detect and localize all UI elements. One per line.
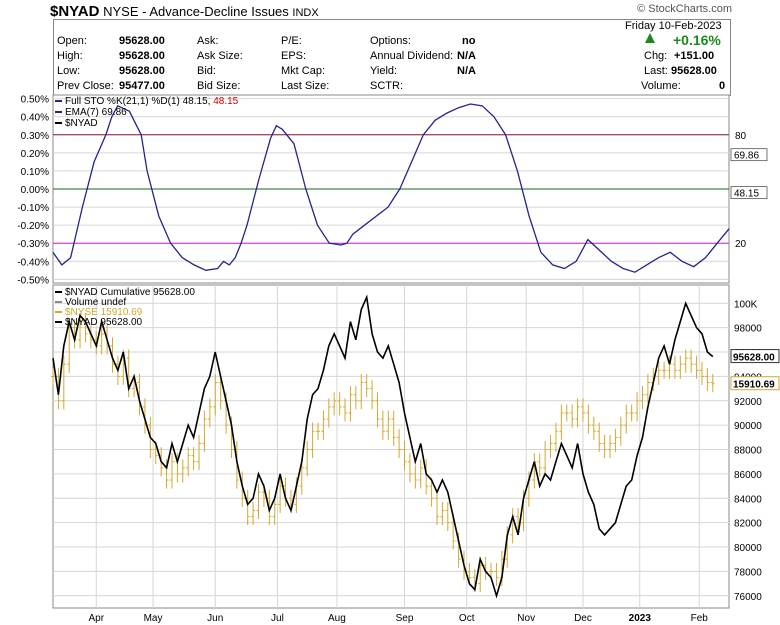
x-tick-label: Aug <box>328 613 346 624</box>
legend-label: Volume undef <box>65 297 126 308</box>
quote-label: Last Size: <box>281 80 330 92</box>
x-tick-label: Oct <box>459 613 475 624</box>
last-value-box <box>730 148 768 162</box>
symbol: $NYAD <box>50 3 100 20</box>
quote-value: 95628.00 <box>119 65 165 77</box>
x-tick-label: May <box>144 613 163 624</box>
quote-value: no <box>462 35 476 47</box>
quote-label: Bid: <box>197 65 216 77</box>
quote-label: Ask Size: <box>197 50 243 62</box>
up-arrow-icon <box>644 32 656 47</box>
quote-panel: Open: 95628.00 High: 95628.00 Low: 95628… <box>53 19 731 96</box>
legend-label: Full STO %K(21,1) %D(1) 48.15, 48.15 <box>65 96 239 107</box>
cumulative-panel: 100K980009600094000920009000088000860008… <box>51 284 780 624</box>
quote-value: +151.00 <box>674 50 715 62</box>
quote-label: Annual Dividend: <box>370 50 454 62</box>
last-value-box <box>730 186 768 200</box>
last-value-label: 15910.69 <box>733 380 775 391</box>
panel-frame <box>52 284 730 609</box>
last-value-label: 95628.00 <box>733 353 775 364</box>
x-tick-label: Apr <box>88 613 104 624</box>
chart-title: $NYAD NYSE - Advance-Decline Issues INDX <box>50 3 319 20</box>
x-tick-label: Feb <box>691 613 709 624</box>
legend-label: $NYAD <box>65 118 98 129</box>
x-tick-label: 2023 <box>629 613 652 624</box>
y-tick-label: 90000 <box>734 421 762 432</box>
reference-label: 20 <box>735 239 747 250</box>
y-tick-label: 0.20% <box>21 149 49 160</box>
last-value-box <box>730 349 780 364</box>
legend-label: $NYSE 15910.69 <box>65 307 143 318</box>
stochastic-line <box>52 103 730 273</box>
quote-label: Low: <box>57 65 81 77</box>
y-tick-label: 100K <box>734 299 758 310</box>
last-value-box <box>730 376 780 391</box>
y-tick-label: 92000 <box>734 397 762 408</box>
legend-label: $NYAD 95628.00 <box>65 317 143 328</box>
y-tick-label: 82000 <box>734 519 762 530</box>
y-tick-label: 0.50% <box>21 95 49 106</box>
y-tick-label: -0.10% <box>17 203 49 214</box>
quote-label: EPS: <box>281 50 307 62</box>
quote-label: Ask: <box>197 35 219 47</box>
quote-label: High: <box>57 50 83 62</box>
last-value-label: 69.86 <box>734 151 759 162</box>
reference-label: 80 <box>735 131 747 142</box>
legend-label: $NYAD Cumulative 95628.00 <box>65 287 195 298</box>
y-tick-label: -0.40% <box>17 257 49 268</box>
quote-label: Options: <box>370 35 411 47</box>
quote-label: SCTR: <box>370 80 403 92</box>
y-tick-label: 0.10% <box>21 167 49 178</box>
watermark: © StockCharts.com <box>637 3 732 15</box>
quote-value: 0 <box>719 80 726 92</box>
quote-label: Prev Close: <box>57 80 114 92</box>
x-tick-label: Jul <box>271 613 284 624</box>
y-tick-label: 0.00% <box>21 185 49 196</box>
quote-label: Mkt Cap: <box>281 65 326 77</box>
quote-label: Last: <box>644 65 668 77</box>
quote-label: Open: <box>57 35 87 47</box>
quote-date: Friday 10-Feb-2023 <box>625 20 722 32</box>
quote-label: Yield: <box>370 65 398 77</box>
quote-value: 95628.00 <box>119 35 165 47</box>
quote-label: Volume: <box>641 80 681 92</box>
y-tick-label: 0.30% <box>21 131 49 142</box>
y-tick-label: -0.50% <box>17 275 49 286</box>
cumulative-line <box>52 294 714 599</box>
x-tick-label: Sep <box>396 613 414 624</box>
y-tick-label: 76000 <box>734 592 762 603</box>
legend-label: EMA(7) 69.86 <box>65 107 127 118</box>
y-tick-label: 86000 <box>734 470 762 481</box>
description: NYSE - Advance-Decline Issues <box>103 4 289 19</box>
y-tick-label: 88000 <box>734 446 762 457</box>
y-tick-label: 78000 <box>734 567 762 578</box>
x-tick-label: Jun <box>207 613 223 624</box>
y-tick-label: 0.40% <box>21 113 49 124</box>
quote-label: Chg: <box>644 50 668 62</box>
quote-value: 95628.00 <box>671 65 717 77</box>
x-tick-label: Dec <box>574 613 592 624</box>
quote-value: 95628.00 <box>119 50 165 62</box>
last-value-label: 48.15 <box>734 189 759 200</box>
y-tick-label: -0.20% <box>17 221 49 232</box>
y-tick-label: 84000 <box>734 494 762 505</box>
x-tick-label: Nov <box>517 613 535 624</box>
y-tick-label: -0.30% <box>17 239 49 250</box>
quote-value: N/A <box>457 65 476 77</box>
change-percent: +0.16% <box>673 32 721 48</box>
quote-value: N/A <box>457 50 476 62</box>
exchange: INDX <box>292 7 319 19</box>
stochastic-panel: 0.50% 0.40% 0.30% 0.20% 0.10% 0.00% -0.10% -0.2… <box>17 94 768 286</box>
quote-label: P/E: <box>281 35 302 47</box>
y-tick-label: 80000 <box>734 543 762 554</box>
quote-label: Bid Size: <box>197 80 241 92</box>
quote-value: 95477.00 <box>119 80 165 92</box>
y-tick-label: 98000 <box>734 324 762 335</box>
